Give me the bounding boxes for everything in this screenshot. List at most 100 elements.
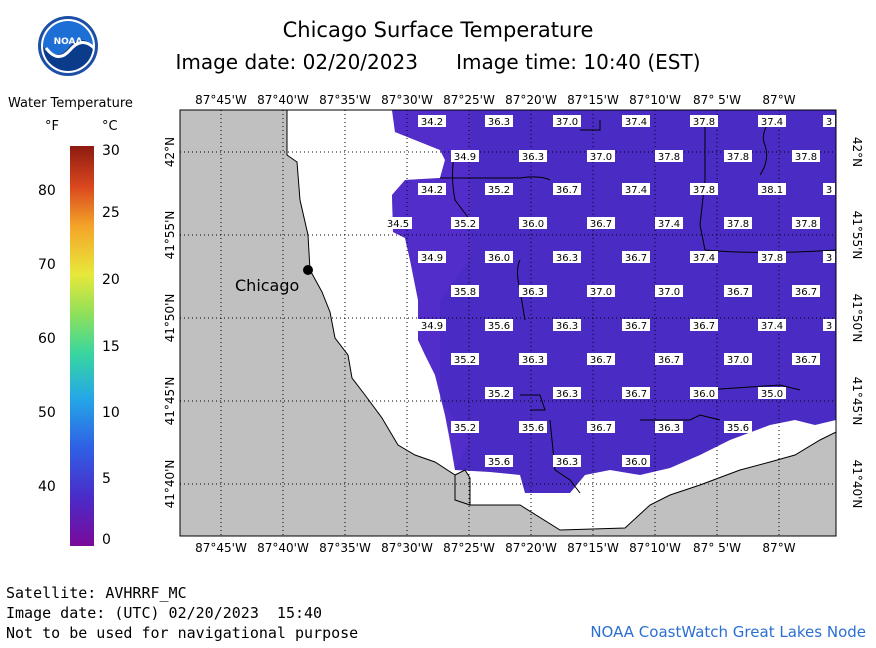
temperature-value: 37.0 xyxy=(556,117,578,128)
legend-tick-c: 15 xyxy=(102,339,120,355)
temperature-label: 37.0 xyxy=(724,353,752,366)
chicago-marker xyxy=(303,265,313,275)
temperature-label: 36.7 xyxy=(622,387,650,400)
temperature-label: 35.6 xyxy=(485,455,513,468)
lon-label-top: 87°10'W xyxy=(629,93,681,107)
temperature-value: 37.8 xyxy=(693,185,715,196)
lon-label-top: 87°45'W xyxy=(195,93,247,107)
noaa-logo: NOAA xyxy=(38,16,98,76)
temperature-value: 37.0 xyxy=(658,287,680,298)
temperature-value: 36.7 xyxy=(727,287,749,298)
lon-label-top: 87°25'W xyxy=(443,93,495,107)
temperature-value: 36.7 xyxy=(590,219,612,230)
temperature-value: 37.8 xyxy=(693,117,715,128)
temperature-value: 34.5 xyxy=(387,219,409,230)
temperature-value: 36.3 xyxy=(522,287,544,298)
temperature-label: 36.7 xyxy=(655,353,683,366)
temperature-value: 36.0 xyxy=(488,253,510,264)
lat-label-right: 41°40'N xyxy=(850,460,864,509)
legend-tick-c: 5 xyxy=(102,471,111,487)
temperature-value: 34.9 xyxy=(421,253,443,264)
temperature-label: 36.3 xyxy=(553,319,581,332)
temperature-value: 3 xyxy=(826,321,832,332)
temperature-value: 37.4 xyxy=(761,117,783,128)
lon-label-bottom: 87° 5'W xyxy=(693,541,741,555)
temperature-label: 36.0 xyxy=(519,217,547,230)
legend-unit-f: °F xyxy=(45,119,59,134)
temperature-label: 36.3 xyxy=(655,421,683,434)
temperature-value: 37.4 xyxy=(625,185,647,196)
lon-label-bottom: 87°35'W xyxy=(319,541,371,555)
temperature-label: 34.9 xyxy=(418,319,446,332)
temperature-value: 3 xyxy=(826,253,832,264)
temperature-label: 36.3 xyxy=(553,455,581,468)
image-date-time: Image date: 02/20/2023 Image time: 10:40… xyxy=(0,50,876,74)
temperature-label: 36.0 xyxy=(690,387,718,400)
temperature-value: 36.3 xyxy=(556,389,578,400)
temperature-label: 35.2 xyxy=(451,353,479,366)
temperature-label: 3 xyxy=(823,115,835,128)
temperature-label: 37.4 xyxy=(655,217,683,230)
temperature-value: 37.8 xyxy=(727,152,749,163)
temperature-value: 37.0 xyxy=(727,355,749,366)
temperature-value: 35.6 xyxy=(488,321,510,332)
lat-label-left: 41°40'N xyxy=(163,460,177,509)
temperature-label: 36.3 xyxy=(485,115,513,128)
temperature-value: 35.2 xyxy=(488,389,510,400)
temperature-label: 34.5 xyxy=(384,217,412,230)
lon-label-bottom: 87°20'W xyxy=(505,541,557,555)
temperature-value: 36.0 xyxy=(522,219,544,230)
temperature-value: 34.9 xyxy=(454,152,476,163)
lon-label-top: 87°15'W xyxy=(567,93,619,107)
temperature-label: 36.7 xyxy=(622,251,650,264)
temperature-label: 37.4 xyxy=(690,251,718,264)
temperature-label: 37.0 xyxy=(655,285,683,298)
temperature-value: 36.3 xyxy=(522,152,544,163)
lat-label-right: 41°55'N xyxy=(850,211,864,260)
temperature-value: 36.7 xyxy=(625,253,647,264)
temperature-value: 34.2 xyxy=(421,117,443,128)
temperature-label: 36.7 xyxy=(622,319,650,332)
footer-info: Satellite: AVHRRF_MC Image date: (UTC) 0… xyxy=(6,583,358,643)
temperature-label: 37.8 xyxy=(792,217,820,230)
temperature-label: 3 xyxy=(823,183,835,196)
nearshore-gradient xyxy=(392,110,470,470)
temperature-value: 36.0 xyxy=(625,457,647,468)
temperature-value: 35.6 xyxy=(488,457,510,468)
temperature-label: 37.0 xyxy=(553,115,581,128)
image-time-label: Image time: 10:40 (EST) xyxy=(456,50,701,74)
lat-label-right: 41°50'N xyxy=(850,294,864,343)
temperature-label: 35.2 xyxy=(451,217,479,230)
temperature-value: 35.8 xyxy=(454,287,476,298)
city-label-chicago: Chicago xyxy=(235,276,299,295)
temperature-value: 35.6 xyxy=(522,423,544,434)
temperature-label: 36.7 xyxy=(587,421,615,434)
temperature-label: 35.2 xyxy=(485,183,513,196)
credit-link[interactable]: NOAA CoastWatch Great Lakes Node xyxy=(590,623,866,641)
page-title: Chicago Surface Temperature xyxy=(282,18,594,42)
temperature-value: 35.2 xyxy=(454,423,476,434)
land-west xyxy=(179,109,837,537)
legend-tick-f: 50 xyxy=(38,405,56,421)
legend-tick-f: 70 xyxy=(38,257,56,273)
temperature-label: 36.3 xyxy=(519,150,547,163)
temperature-label: 37.4 xyxy=(622,115,650,128)
temperature-value: 37.4 xyxy=(658,219,680,230)
temperature-value: 3 xyxy=(826,117,832,128)
temperature-value: 35.2 xyxy=(454,355,476,366)
temperature-value: 36.3 xyxy=(488,117,510,128)
lat-label-left: 41°45'N xyxy=(163,377,177,426)
temperature-label: 37.0 xyxy=(587,150,615,163)
temperature-label: 37.8 xyxy=(690,115,718,128)
temperature-label: 36.7 xyxy=(587,217,615,230)
image-date-label: Image date: 02/20/2023 xyxy=(175,50,418,74)
temperature-label: 36.3 xyxy=(519,285,547,298)
temperature-value: 35.2 xyxy=(488,185,510,196)
temperature-label: 3 xyxy=(823,251,835,264)
temperature-value: 36.3 xyxy=(522,355,544,366)
lon-label-bottom: 87°30'W xyxy=(381,541,433,555)
temperature-value: 34.2 xyxy=(421,185,443,196)
temperature-label: 36.3 xyxy=(519,353,547,366)
lon-label-bottom: 87°10'W xyxy=(629,541,681,555)
